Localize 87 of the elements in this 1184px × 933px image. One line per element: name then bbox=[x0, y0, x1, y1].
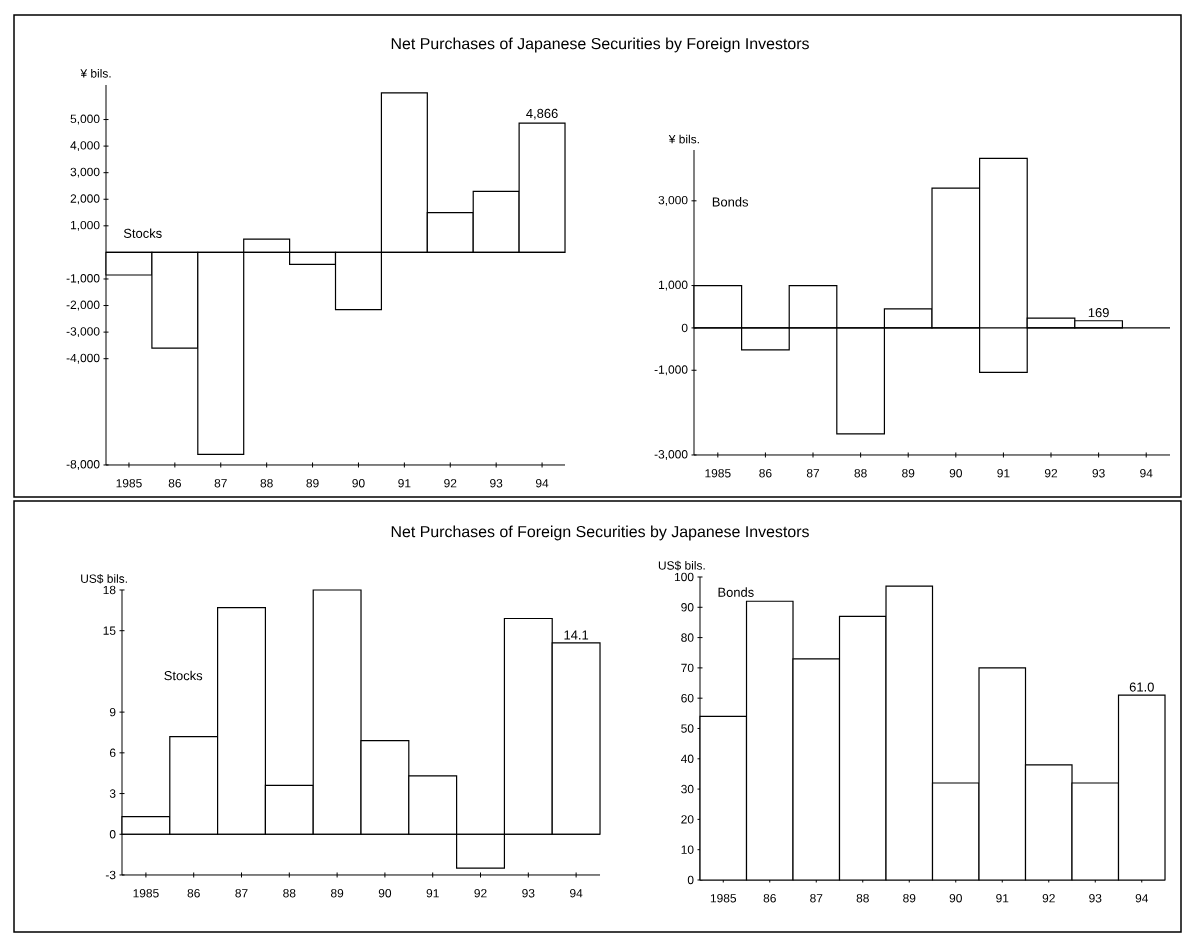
y-tick-label: -8,000 bbox=[66, 460, 100, 470]
x-tick-label: 90 bbox=[949, 894, 962, 903]
x-tick-label: 87 bbox=[806, 469, 820, 478]
y-tick-label: 30 bbox=[681, 784, 694, 794]
x-tick-label: 94 bbox=[535, 479, 549, 488]
x-tick-label: 87 bbox=[810, 894, 823, 903]
y-tick-label: -1,000 bbox=[654, 365, 688, 376]
x-tick-label: 90 bbox=[949, 469, 962, 478]
y-tick-label: 40 bbox=[680, 754, 694, 764]
x-tick-label: 92 bbox=[474, 889, 487, 898]
text: Net Purchases of Japanese Securities by Foreign Investors bbox=[391, 37, 809, 53]
y-tick-label: 1,000 bbox=[70, 220, 100, 231]
x-tick-label: 88 bbox=[856, 894, 869, 903]
data-label: 169 bbox=[1088, 308, 1109, 318]
x-tick-label: 93 bbox=[1092, 469, 1105, 478]
y-tick-label: 50 bbox=[681, 724, 694, 733]
y-tick-label: -3 bbox=[105, 870, 116, 880]
x-tick-label: 91 bbox=[996, 894, 1009, 903]
x-tick-label: 94 bbox=[1140, 469, 1153, 478]
x-tick-label: 94 bbox=[570, 889, 583, 898]
y-tick-label: 3,000 bbox=[70, 167, 100, 178]
text: Bonds bbox=[718, 587, 754, 597]
y-tick-label: 90 bbox=[681, 603, 694, 612]
y-tick-label: 15 bbox=[103, 626, 116, 635]
y-tick-label: 5,000 bbox=[70, 114, 100, 125]
x-tick-label: 92 bbox=[444, 479, 457, 488]
data-label: 61.0 bbox=[1129, 682, 1154, 692]
y-tick-label: 3,000 bbox=[658, 195, 688, 206]
x-tick-label: 90 bbox=[378, 889, 392, 898]
y-tick-label: 18 bbox=[103, 585, 116, 595]
y-axis-title: ¥ bils. bbox=[668, 134, 699, 144]
y-tick-label: 2,000 bbox=[70, 194, 100, 205]
chart-title: Net Purchases of Foreign Securities by Japanese Investors bbox=[391, 525, 809, 541]
x-tick-label: 1985 bbox=[116, 479, 142, 488]
text: Bonds bbox=[712, 197, 749, 207]
y-tick-label: 3 bbox=[109, 789, 116, 798]
y-tick-label: -3,000 bbox=[654, 450, 688, 460]
text: Stocks bbox=[164, 670, 203, 681]
y-axis-title: ¥ bils. bbox=[80, 68, 111, 78]
y-tick-label: -1,000 bbox=[66, 274, 100, 284]
x-tick-label: 89 bbox=[903, 894, 916, 903]
y-tick-label: 6 bbox=[109, 748, 116, 758]
x-tick-label: 88 bbox=[260, 479, 273, 488]
y-tick-label: -3,000 bbox=[66, 327, 100, 338]
y-tick-label: 0 bbox=[687, 875, 694, 885]
x-tick-label: 87 bbox=[235, 889, 248, 898]
x-tick-label: 92 bbox=[1044, 469, 1058, 478]
y-axis-title: US$ bils. bbox=[81, 573, 127, 584]
x-tick-label: 86 bbox=[759, 469, 772, 478]
y-tick-label: 1,000 bbox=[658, 280, 688, 291]
x-tick-label: 90 bbox=[352, 479, 365, 488]
y-tick-label: -4,000 bbox=[66, 353, 100, 364]
y-tick-label: 0 bbox=[681, 323, 688, 333]
y-tick-label: 0 bbox=[109, 830, 116, 839]
x-tick-label: 93 bbox=[1089, 894, 1102, 903]
x-tick-label: 87 bbox=[214, 479, 227, 488]
y-tick-label: 80 bbox=[681, 633, 694, 642]
data-label: 4,866 bbox=[526, 108, 558, 120]
y-tick-label: 9 bbox=[109, 707, 116, 717]
y-tick-label: 100 bbox=[674, 572, 694, 582]
x-tick-label: 88 bbox=[854, 469, 867, 478]
x-tick-label: 86 bbox=[763, 894, 776, 903]
x-tick-label: 86 bbox=[187, 889, 200, 898]
text: Stocks bbox=[123, 228, 162, 238]
y-tick-label: 60 bbox=[681, 693, 694, 703]
x-tick-label: 91 bbox=[398, 479, 411, 488]
x-tick-label: 91 bbox=[997, 469, 1010, 478]
x-tick-label: 89 bbox=[330, 889, 344, 898]
x-tick-label: 1985 bbox=[705, 469, 731, 478]
x-tick-label: 88 bbox=[283, 889, 296, 898]
x-tick-label: 89 bbox=[902, 469, 915, 478]
y-tick-label: -2,000 bbox=[66, 300, 100, 311]
x-tick-label: 93 bbox=[490, 479, 503, 488]
y-tick-label: 70 bbox=[681, 663, 694, 673]
data-label: 14.1 bbox=[564, 630, 589, 640]
y-tick-label: 4,000 bbox=[70, 141, 100, 152]
x-tick-label: 91 bbox=[426, 889, 439, 898]
y-tick-label: 10 bbox=[681, 845, 694, 854]
y-tick-label: 20 bbox=[681, 815, 694, 824]
x-tick-label: 1985 bbox=[133, 889, 159, 898]
x-tick-label: 1985 bbox=[710, 894, 737, 903]
x-tick-label: 94 bbox=[1135, 894, 1149, 903]
y-axis-title: US$ bils. bbox=[658, 560, 705, 571]
x-tick-label: 92 bbox=[1042, 894, 1055, 903]
x-tick-label: 89 bbox=[306, 479, 319, 488]
x-tick-label: 86 bbox=[168, 479, 181, 488]
x-tick-label: 93 bbox=[522, 889, 535, 898]
